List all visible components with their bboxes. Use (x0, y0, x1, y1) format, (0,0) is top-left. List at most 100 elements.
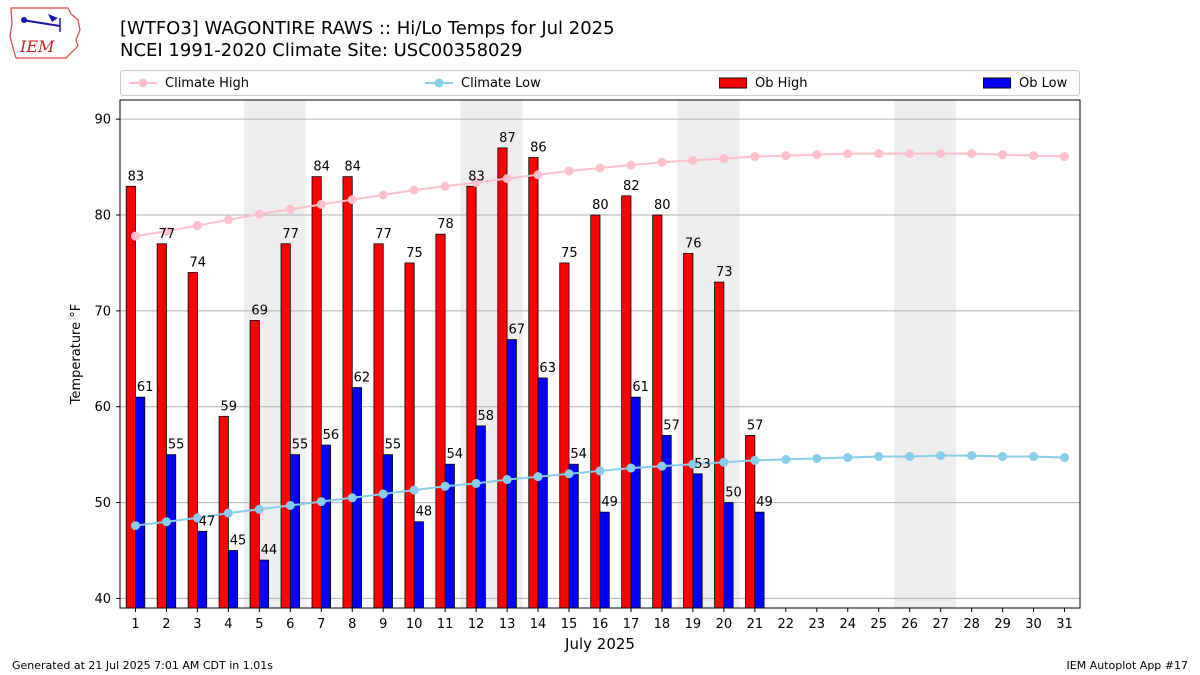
y-tick-label: 60 (94, 400, 111, 415)
climate-high-point (967, 149, 977, 159)
ob-high-label: 83 (468, 169, 485, 184)
ob-high-bar (559, 262, 570, 609)
ob-high-bar (373, 243, 384, 609)
climate-low-point (471, 478, 481, 488)
climate-high-point (409, 185, 419, 195)
x-tick-label: 7 (317, 617, 325, 632)
ob-low-label: 62 (354, 371, 371, 386)
climate-low-point (905, 452, 915, 462)
ob-low-label: 48 (416, 505, 433, 520)
climate-high-point (285, 204, 295, 214)
x-tick-label: 28 (963, 617, 980, 632)
ob-high-label: 80 (592, 198, 609, 213)
x-tick-label: 1 (131, 617, 139, 632)
climate-low-point (843, 453, 853, 463)
ob-high-label: 84 (344, 160, 361, 175)
ob-low-bar (754, 511, 765, 609)
ob-low-label: 61 (632, 380, 649, 395)
x-tick-label: 21 (747, 617, 764, 632)
legend-label-ob-high: Ob High (755, 75, 808, 91)
ob-low-label: 53 (694, 457, 711, 472)
ob-high-bar (652, 214, 663, 609)
ob-high-label: 69 (251, 303, 268, 318)
climate-low-point (781, 454, 791, 464)
ob-high-bar (187, 272, 198, 609)
climate-low-point (254, 504, 264, 514)
climate-low-point (161, 517, 171, 527)
climate-high-point (378, 190, 388, 200)
legend: Climate High Climate Low Ob High Ob Low (120, 70, 1080, 96)
ob-low-bar (568, 463, 579, 609)
climate-high-point (1060, 152, 1070, 162)
climate-lines (130, 149, 1070, 531)
legend-label-climate-high: Climate High (165, 75, 250, 91)
ob-low-label: 55 (385, 438, 402, 453)
ob-high-label: 75 (561, 246, 578, 261)
climate-low-point (719, 457, 729, 467)
climate-low-point (936, 451, 946, 461)
ob-low-bar (166, 454, 177, 609)
x-tick-label: 5 (255, 617, 263, 632)
ob-low-label: 44 (261, 543, 278, 558)
climate-low-point (750, 455, 760, 465)
climate-low-point (1029, 452, 1039, 462)
climate-low-point (223, 508, 233, 518)
climate-high-point (347, 195, 357, 205)
climate-high-point (161, 226, 171, 236)
x-tick-label: 9 (379, 617, 387, 632)
ob-high-bar (342, 176, 353, 609)
climate-high-point (254, 209, 264, 219)
climate-high-point (130, 231, 140, 241)
climate-low-point (967, 451, 977, 461)
climate-low-point (316, 497, 326, 507)
y-axis-label: Temperature °F (69, 304, 84, 405)
climate-high-point (1029, 151, 1039, 161)
x-tick-label: 19 (685, 617, 702, 632)
x-tick-label: 24 (839, 617, 856, 632)
legend-item-ob-low: Ob Low (983, 71, 1067, 95)
climate-high-point (192, 221, 202, 231)
legend-label-ob-low: Ob Low (1019, 75, 1068, 91)
ob-high-bar (590, 214, 601, 609)
ob-low-label: 47 (199, 514, 216, 529)
ob-high-bar (280, 243, 291, 609)
legend-item-climate-high: Climate High (129, 71, 249, 95)
ob-low-bar (382, 454, 393, 609)
x-tick-label: 6 (286, 617, 294, 632)
ob-high-bar (683, 252, 694, 609)
x-tick-label: 14 (530, 617, 547, 632)
y-tick-label: 90 (94, 113, 111, 128)
climate-low-point (347, 493, 357, 503)
ob-low-bar (135, 396, 146, 609)
climate-high-line-marker-icon (129, 78, 157, 88)
ob-high-label: 86 (530, 141, 547, 156)
ob-high-label: 83 (128, 169, 145, 184)
ob-high-label: 77 (282, 227, 299, 242)
climate-high-point (874, 149, 884, 159)
ob-high-label: 78 (437, 217, 454, 232)
x-tick-label: 3 (193, 617, 201, 632)
climate-high-point (843, 149, 853, 159)
ob-high-label: 59 (220, 399, 237, 414)
ob-high-label: 74 (190, 256, 207, 271)
data-labels: 83 77 74 59 69 77 84 84 77 75 78 83 87 86 75 80 82 80 76 73… (128, 131, 773, 558)
x-tick-label: 4 (224, 617, 232, 632)
ob-high-label: 77 (375, 227, 392, 242)
x-tick-label: 20 (716, 617, 733, 632)
x-tick-label: 23 (809, 617, 826, 632)
legend-item-ob-high: Ob High (719, 71, 808, 95)
climate-low-point (378, 489, 388, 499)
climate-high-point (719, 153, 729, 163)
ob-low-label: 49 (601, 495, 618, 510)
climate-low-point (657, 461, 667, 471)
climate-high-point (533, 170, 543, 180)
ob-high-label: 76 (685, 236, 702, 251)
ob-high-label: 73 (716, 265, 733, 280)
x-tick-label: 2 (162, 617, 170, 632)
ob-high-label: 82 (623, 179, 640, 194)
climate-high-point (471, 177, 481, 187)
climate-high-point (936, 149, 946, 159)
ob-low-bar (599, 511, 610, 609)
climate-low-point (440, 481, 450, 491)
